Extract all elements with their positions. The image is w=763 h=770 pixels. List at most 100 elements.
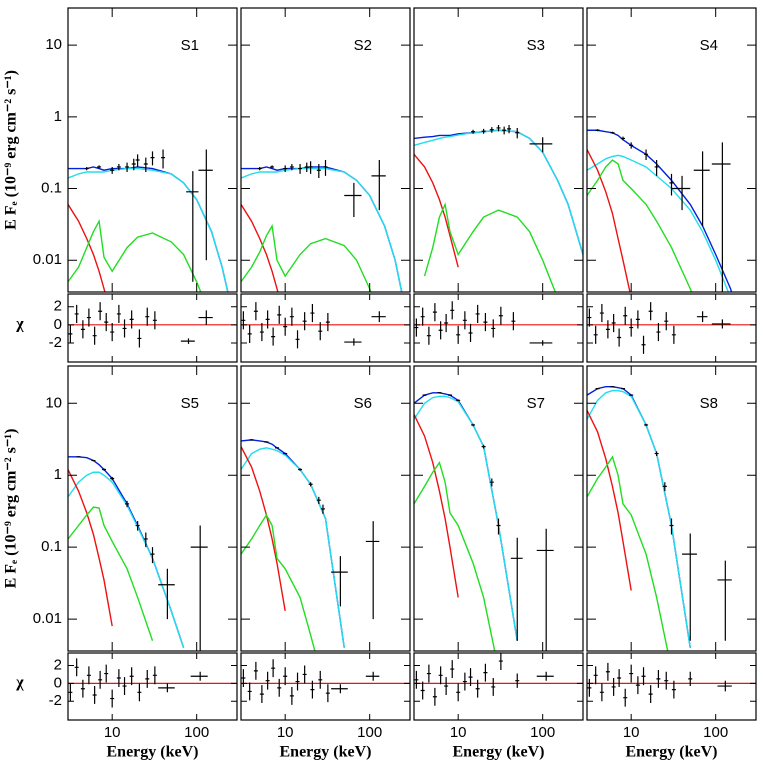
residual-point: [253, 302, 258, 321]
panel-title: S3: [527, 37, 545, 54]
model-curve: [587, 409, 632, 591]
data-point: [693, 151, 710, 226]
data-point: [456, 399, 461, 402]
data-point: [644, 423, 649, 427]
residual-point: [711, 319, 731, 329]
residual-frame: [586, 293, 757, 363]
data-point: [308, 482, 313, 487]
residual-point: [277, 678, 282, 697]
residual-point: [498, 306, 503, 325]
model-curve: [68, 506, 154, 641]
residual-point: [623, 306, 628, 325]
residual-point: [104, 664, 109, 683]
model-curve: [68, 204, 106, 292]
model-curve: [68, 469, 113, 627]
main-frame: [67, 7, 238, 293]
y-tick-label: 0.1: [41, 538, 62, 555]
residual-point: [247, 682, 252, 701]
residual-point: [295, 330, 300, 349]
model-curve: [414, 153, 459, 268]
residual-point: [491, 319, 496, 338]
data-point: [323, 159, 328, 176]
y-tick-label: 1: [54, 108, 62, 125]
residual-point: [623, 688, 628, 707]
residual-point: [717, 680, 732, 692]
residual-frame: [413, 293, 584, 363]
residual-panel: [414, 294, 583, 362]
residual-plot: [241, 659, 410, 705]
model-curve: [68, 218, 202, 292]
residual-point: [318, 670, 323, 689]
data-point: [510, 537, 523, 641]
residual-point: [420, 681, 425, 700]
residual-frame: [67, 652, 238, 721]
x-tick-label: 100: [530, 724, 555, 741]
residual-point: [371, 311, 386, 323]
data-point: [365, 521, 380, 620]
data-point: [298, 468, 303, 471]
main-frame: [586, 7, 757, 293]
residual-point: [271, 327, 276, 346]
residual-point: [617, 328, 622, 347]
residual-point: [318, 322, 323, 341]
data-point: [150, 547, 155, 564]
residual-point: [145, 307, 150, 326]
data-point: [190, 525, 208, 651]
model-curve: [241, 223, 372, 292]
main-frame: [240, 7, 411, 293]
residual-point: [462, 311, 467, 330]
residual-point: [145, 669, 150, 688]
data-point: [161, 149, 166, 169]
main-panel: [414, 366, 583, 651]
residual-point: [259, 685, 264, 704]
data-point: [447, 394, 452, 396]
residual-point: [483, 663, 488, 682]
data-point: [507, 124, 512, 134]
residual-panel: [68, 294, 237, 362]
y-axis-label: E Fₑ (10⁻⁹ erg cm⁻² s⁻¹): [3, 429, 20, 589]
residual-point: [86, 308, 91, 327]
residual-point: [110, 323, 115, 342]
residual-point: [656, 669, 661, 688]
panel-title: S1: [181, 37, 199, 54]
data-point: [249, 439, 254, 441]
x-axis-label: Energy (keV): [107, 744, 199, 761]
residual-point: [599, 303, 604, 323]
main-panel: [241, 8, 410, 292]
data-point: [644, 149, 649, 160]
data-point: [110, 166, 115, 174]
model-curve: [414, 395, 518, 641]
data-point: [101, 468, 106, 471]
data-point: [116, 163, 121, 171]
residual-point: [635, 676, 640, 695]
panel-title: S6: [354, 395, 372, 412]
main-frame: [67, 365, 238, 652]
residual-point: [253, 661, 258, 680]
residual-point: [629, 664, 634, 683]
residual-point: [688, 671, 693, 687]
model-curve: [241, 513, 316, 651]
main-plot: [68, 149, 229, 292]
data-point: [76, 456, 81, 458]
residual-plot: [68, 302, 237, 348]
residual-point: [696, 311, 708, 323]
residual-point: [116, 304, 121, 324]
residual-frame: [413, 652, 584, 721]
data-point: [270, 165, 275, 169]
residual-point: [605, 662, 610, 681]
residual-point: [241, 311, 246, 330]
data-point: [515, 127, 520, 139]
residual-point: [365, 671, 380, 681]
data-point: [158, 568, 175, 620]
residual-point: [302, 665, 307, 684]
residual-point: [426, 326, 431, 345]
residual-point: [599, 683, 604, 702]
residual-point: [310, 303, 315, 323]
residual-panel: [587, 294, 756, 362]
residual-point: [432, 687, 437, 706]
residual-point: [74, 304, 79, 324]
residual-point: [511, 312, 516, 331]
data-point: [97, 165, 102, 169]
data-point: [669, 518, 674, 535]
residual-point: [414, 318, 419, 337]
